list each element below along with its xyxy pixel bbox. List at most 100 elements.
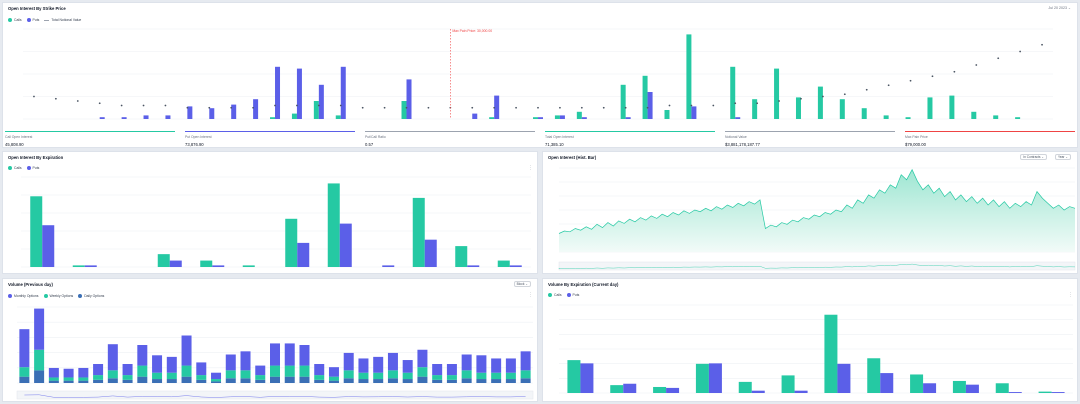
put-bar [708,363,722,393]
monthly-bar [78,367,89,378]
call-bar [653,386,667,393]
legend-puts[interactable]: Puts [26,166,40,170]
expiration-chart [21,176,531,268]
total-notional-point [690,104,693,107]
legend-puts-label: Puts [32,166,40,170]
monthly-bar [358,358,369,373]
call-bar [730,66,736,119]
stat-value: 45,808.90 [5,142,24,147]
put-bar [212,265,225,267]
monthly-bar [387,352,398,371]
puts-swatch-icon [26,18,31,22]
call-bar [533,117,538,119]
stat-value: 0.57 [365,142,374,147]
calls-swatch-icon [8,166,12,170]
chevron-down-icon: ⌄ [1065,155,1068,159]
call-bar [1015,117,1021,119]
monthly-bar [446,364,457,376]
total-notional-point [339,104,342,107]
total-notional-point [361,106,364,109]
legend-calls[interactable]: Calls [8,166,22,170]
call-bar [738,381,752,393]
call-bar [867,358,881,393]
legend-total[interactable]: Total Notional Value [44,18,81,22]
put-bar [209,108,215,119]
total-notional-point [493,106,496,109]
more-menu-icon[interactable]: ⋮ [528,165,533,171]
total-notional-point [624,106,627,109]
total-dash-icon [44,19,50,21]
puts-swatch-icon [566,293,571,297]
call-bar [861,108,867,119]
legend-monthly[interactable]: Monthly Options [8,294,39,298]
volume-type-label: Block [516,282,525,286]
monthly-bar [373,356,384,373]
put-bar [339,223,352,267]
expiration-panel-title: Open Interest By Expiration [8,155,64,160]
total-notional-point [142,104,145,107]
stat-bar [5,131,175,132]
total-notional-point [1041,43,1043,46]
put-bar [494,95,500,119]
legend-daily[interactable]: Daily Options [78,294,104,298]
period-selector[interactable]: Year ⌄ [1054,154,1071,160]
legend-puts[interactable]: Puts [566,293,579,297]
daily-bar [505,379,516,383]
put-bar [382,265,395,267]
put-bar [467,265,480,267]
call-bar [952,380,966,393]
put-bar [231,104,237,119]
put-bar [169,260,182,267]
weekly-bar [520,370,531,379]
more-menu-icon[interactable]: ⋮ [528,292,533,298]
max-pain-label: Max Pain Price: 30,000.00 [452,29,492,33]
volume-type-selector[interactable]: Block ⌄ [513,281,531,287]
call-bar [497,260,510,267]
weekly-bar [270,365,280,377]
navigator-line [24,394,526,398]
monthly-bar [122,364,133,376]
stat-label: Put/Call Ratio [365,135,386,139]
put-bar [318,84,324,119]
monthly-bar [152,355,163,373]
monthly-bar [34,308,45,350]
legend-calls[interactable]: Calls [548,293,562,297]
volume-exp-panel: Volume By Expiration (Current day) Calls… [542,278,1078,402]
stat-bar [905,131,1075,132]
unit-selector[interactable]: In Contracts ⌄ [1020,154,1047,160]
call-bar [642,75,648,119]
put-bar [581,117,587,119]
put-bar [1008,392,1022,393]
put-bar [538,117,543,119]
weekly-bar [78,377,89,381]
daily-bar [476,379,487,383]
call-bar [795,97,801,119]
legend-calls[interactable]: Calls [8,18,22,22]
daily-bar [417,376,428,383]
call-bar [824,314,838,393]
total-notional-point [537,106,539,109]
weekly-bar [461,370,472,379]
stat-total-oi: Total Open Interest 71,385.10 [545,131,715,149]
daily-bar [63,380,74,383]
stat-max-pain: Max Pain Price $79,000.00 [905,131,1075,149]
legend-weekly[interactable]: Weekly Options [43,294,73,298]
put-bar [121,117,127,119]
put-bar [296,68,302,119]
put-bar [99,117,105,119]
volume-exp-panel-title: Volume By Expiration (Current day) [548,282,619,287]
call-bar [883,115,889,119]
legend-puts[interactable]: Puts [26,18,39,22]
put-bar [691,106,697,119]
daily-swatch-icon [78,294,83,298]
stat-put-oi: Put Open Interest 73,876.90 [185,131,355,149]
strike-date-selector[interactable]: Jul 20 2023 ⌄ [1048,6,1071,10]
put-bar [42,225,55,267]
stat-bar [725,131,895,132]
navigator-strip [558,261,1076,271]
more-menu-icon[interactable]: ⋮ [1068,292,1073,298]
total-notional-point [164,104,167,107]
stat-notional: Notional Value $3,881,178,187.77 [725,131,895,149]
total-notional-point [274,104,276,107]
call-bar [567,360,581,393]
